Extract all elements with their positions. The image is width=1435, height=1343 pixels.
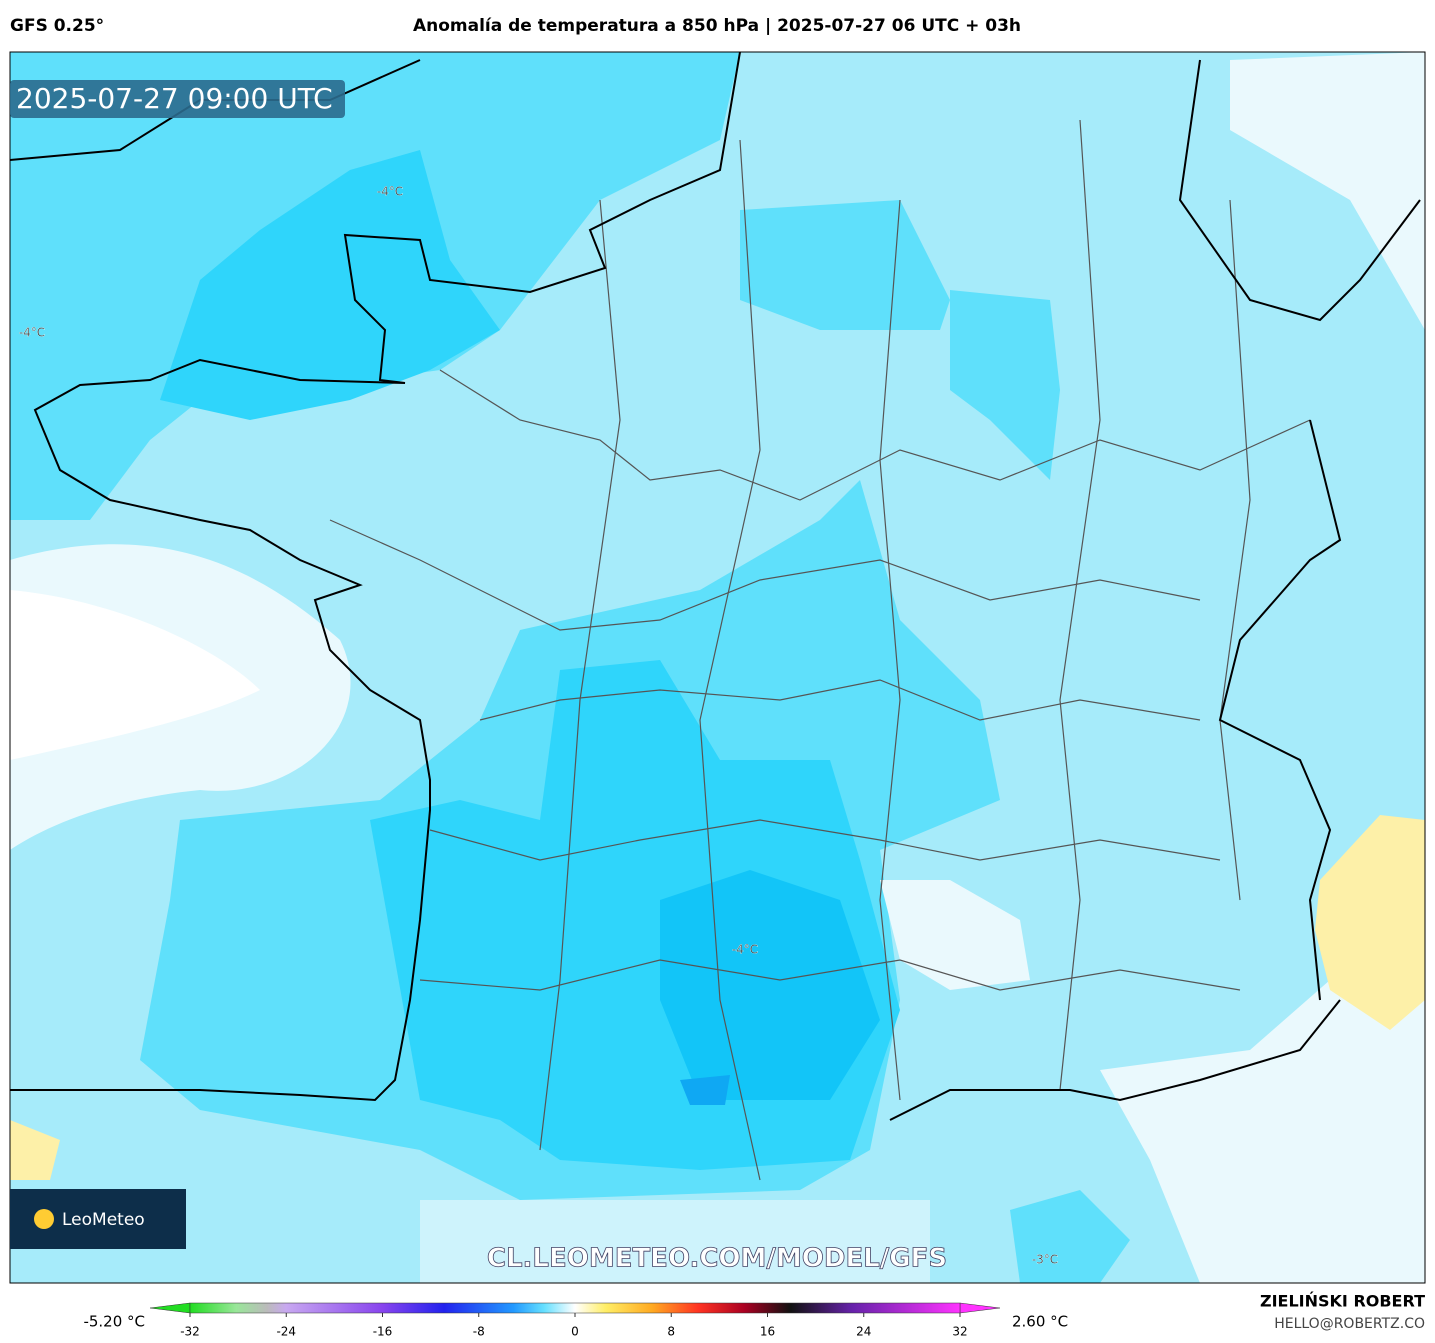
colorbar-max-label: 2.60 °C <box>1012 1313 1068 1331</box>
colorbar-tick-label: -32 <box>180 1325 200 1339</box>
time-box <box>10 80 345 118</box>
colorbar-low-arrow <box>149 1302 191 1314</box>
map-frame <box>9 51 1426 1284</box>
model-label: GFS 0.25° <box>10 16 104 36</box>
colorbar-min-label: -5.20 °C <box>83 1313 145 1331</box>
border <box>479 679 1201 721</box>
contact: HELLO@ROBERTZ.CO <box>1274 1316 1425 1332</box>
colorbar-tick-label: 16 <box>760 1325 775 1339</box>
border <box>429 819 1221 861</box>
map: -4°C -4°C -4°C -3°C <box>10 52 1425 1283</box>
warm-area <box>1100 980 1425 1283</box>
watermark: CL.LEOMETEO.COM/MODEL/GFS <box>487 1244 947 1274</box>
colorbar-tick-label: 0 <box>571 1325 579 1339</box>
logo-text: LeoMeteo <box>62 1210 145 1230</box>
border <box>439 369 1311 501</box>
border <box>539 199 621 1151</box>
cold-area <box>1010 1190 1130 1283</box>
borders <box>329 119 1311 1181</box>
colorbar-high-arrow <box>959 1302 1001 1314</box>
coast <box>889 999 1341 1121</box>
positive-area <box>10 1120 60 1180</box>
border <box>1219 199 1251 901</box>
colorbar-tick-label: 8 <box>667 1325 675 1339</box>
contour-labels: -4°C -4°C -4°C -3°C <box>19 184 1059 1267</box>
author: ZIELIŃSKI ROBERT <box>1260 1292 1425 1311</box>
border <box>329 519 1201 631</box>
valid-time: 2025-07-27 09:00 UTC <box>16 82 333 115</box>
map-title: Anomalía de temperatura a 850 hPa | 2025… <box>413 16 1021 36</box>
colorbar: -32 -24 -16 -8 0 8 16 24 32 -5.20 °C 2.60 °C <box>83 1302 1068 1339</box>
colorbar-tick-label: 24 <box>856 1325 871 1339</box>
cold-area <box>950 290 1060 480</box>
warm-area <box>880 880 1030 990</box>
border <box>1218 419 1342 1001</box>
contour-label: -4°C <box>19 326 45 340</box>
contour-label: -4°C <box>732 943 758 957</box>
warm-area <box>10 590 260 760</box>
colorbar-tick-label: -24 <box>276 1325 296 1339</box>
colorbar-bar <box>189 1302 961 1314</box>
border <box>879 199 901 1101</box>
border <box>1178 59 1421 322</box>
coldest-area <box>680 1075 730 1105</box>
coast <box>10 52 741 1102</box>
warm-area <box>1230 52 1425 330</box>
contour-label: -3°C <box>1032 1253 1058 1267</box>
colorbar-tick-label: -8 <box>473 1325 485 1339</box>
positive-area <box>1315 815 1425 1030</box>
border <box>699 139 761 1181</box>
colorbar-tick-label: -16 <box>373 1325 393 1339</box>
border <box>1059 119 1101 1091</box>
warm-area <box>420 1200 930 1283</box>
colorbar-tick-label: 32 <box>952 1325 967 1339</box>
logo-sun <box>34 1209 54 1229</box>
contour-label: -4°C <box>377 185 403 199</box>
cold-area <box>160 150 500 420</box>
